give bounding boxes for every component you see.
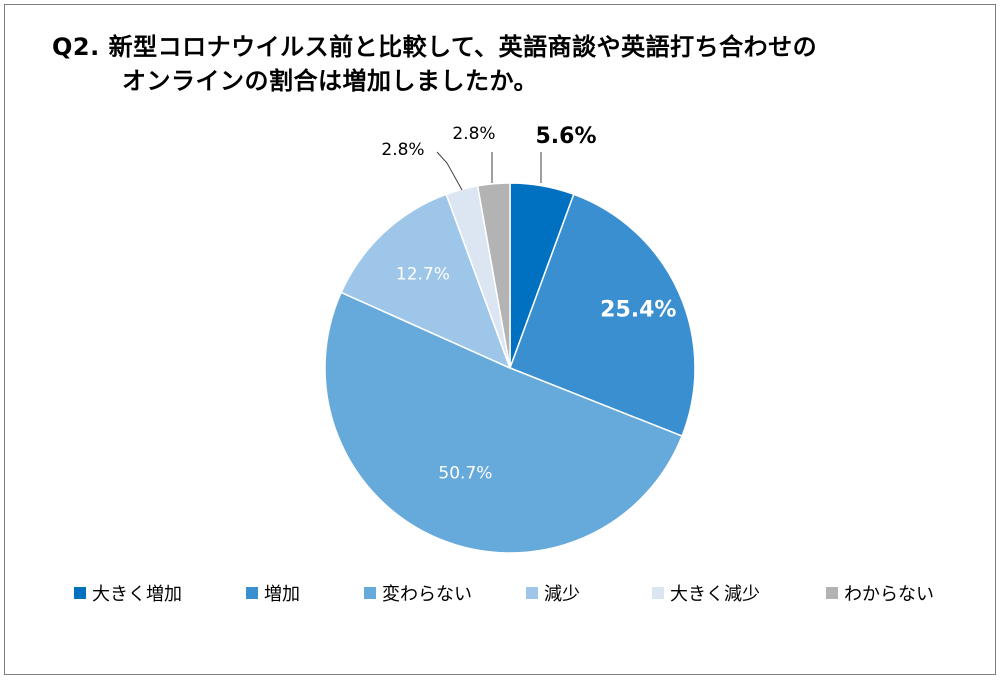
legend-label: 増加: [264, 584, 300, 605]
legend-label: 減少: [544, 584, 580, 605]
title-line-1: Q2. 新型コロナウイルス前と比較して、英語商談や英語打ち合わせの: [52, 33, 818, 61]
legend-item-1: 大きく増加: [74, 580, 182, 606]
chart-title: Q2. 新型コロナウイルス前と比較して、英語商談や英語打ち合わせの オンラインの…: [52, 30, 817, 98]
legend-label: 大きく減少: [670, 584, 760, 605]
data-label-6: 2.8%: [452, 124, 495, 144]
legend-swatch: [364, 587, 376, 599]
pie-slice-4: [340, 193, 512, 370]
legend-label: わからない: [844, 584, 934, 605]
pie-slice-2: [509, 193, 696, 438]
pie-slice-3: [324, 291, 683, 554]
legend-swatch: [246, 587, 258, 599]
legend-swatch: [826, 587, 838, 599]
chart-frame: [4, 4, 996, 675]
data-label-2: 25.4%: [600, 298, 676, 323]
pie-slice-6: [476, 182, 511, 369]
data-label-5: 2.8%: [381, 140, 424, 160]
legend-item-6: わからない: [826, 580, 934, 606]
leader-line-5: [436, 151, 463, 191]
legend-item-3: 変わらない: [364, 580, 472, 606]
legend-item-2: 増加: [246, 580, 300, 606]
legend-swatch: [74, 587, 86, 599]
legend-swatch: [652, 587, 664, 599]
legend-item-4: 減少: [526, 580, 580, 606]
legend-label: 大きく増加: [92, 584, 182, 605]
legend-swatch: [526, 587, 538, 599]
legend: 大きく増加 増加 変わらない 減少 大きく減少 わからない: [74, 580, 974, 610]
title-line-2: オンラインの割合は増加しましたか。: [122, 67, 539, 95]
legend-label: 変わらない: [382, 584, 472, 605]
legend-item-5: 大きく減少: [652, 580, 760, 606]
data-label-3: 50.7%: [438, 464, 492, 484]
data-label-4: 12.7%: [396, 265, 450, 285]
data-label-1: 5.6%: [535, 124, 596, 149]
